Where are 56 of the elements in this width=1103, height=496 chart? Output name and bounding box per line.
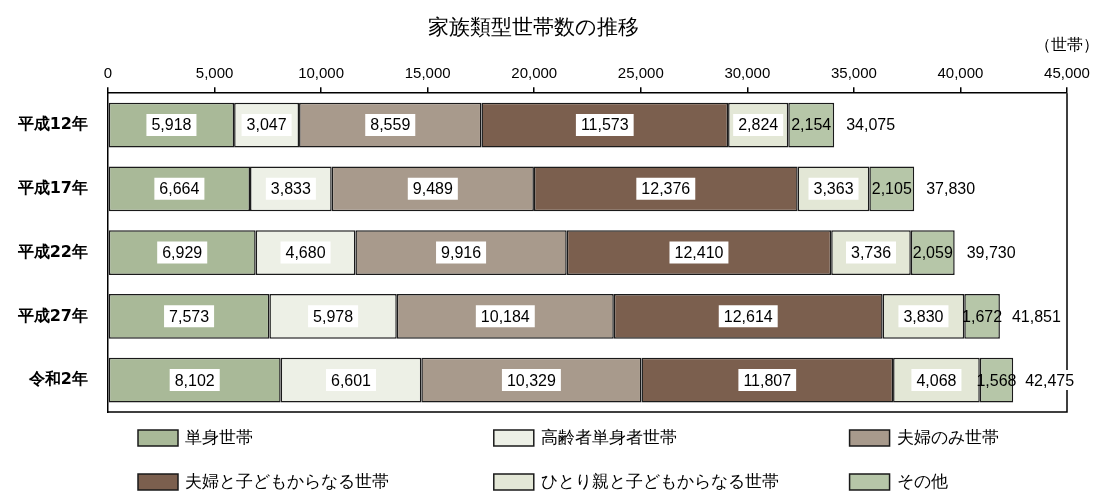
y-tick-label: 平成27年 [16,305,88,325]
data-label: 3,363 [813,180,854,198]
x-tick-label: 40,000 [937,64,984,82]
data-label: 9,489 [412,180,453,198]
x-tick-label: 35,000 [830,64,877,82]
data-label: 7,573 [169,307,210,325]
x-tick-label: 45,000 [1044,64,1090,82]
total-label: 34,075 [846,116,896,134]
x-tick-label: 20,000 [511,64,558,82]
legend-label: 高齢者単身者世帯 [540,427,677,448]
data-label: 5,918 [151,116,192,134]
data-label: 9,916 [441,244,482,262]
data-label: 5,978 [313,307,354,325]
y-tick-label: 平成22年 [16,241,88,261]
y-tick-label: 平成17年 [16,178,88,197]
data-label: 12,410 [674,244,724,262]
data-label: 12,614 [723,307,773,325]
legend-label: その他 [896,471,948,492]
data-label: 2,059 [912,244,953,262]
x-tick-label: 0 [103,64,113,82]
x-tick-label: 10,000 [298,64,345,82]
y-tick-label: 平成12年 [16,114,88,134]
data-label: 11,573 [580,116,629,134]
legend-label: 単身世帯 [185,427,253,448]
total-label: 39,730 [966,244,1016,262]
data-label: 4,680 [285,244,326,262]
data-label: 8,102 [174,371,215,389]
total-label: 41,851 [1011,307,1061,325]
x-axis-title: （世帯） [1035,35,1099,55]
total-label: 37,830 [926,180,976,198]
data-label: 3,830 [903,307,944,325]
x-tick-label: 15,000 [404,64,451,82]
x-tick-label: 5,000 [195,64,234,82]
data-label: 6,664 [159,180,200,198]
data-label: 6,929 [162,244,203,262]
legend-label: ひとり親と子どもからなる世帯 [540,471,779,492]
x-tick-label: 30,000 [724,64,771,82]
legend-label: 夫婦と子どもからなる世帯 [185,471,389,492]
chart-title: 家族類型世帯数の推移 [428,15,639,40]
total-label: 42,475 [1025,371,1075,389]
data-label: 6,601 [330,371,372,389]
x-tick-label: 25,000 [617,64,664,82]
data-label: 10,329 [506,371,556,389]
legend-label: 夫婦のみ世帯 [896,427,999,448]
data-label: 11,807 [743,371,792,389]
data-label: 4,068 [916,371,957,389]
data-label: 3,047 [246,116,287,134]
y-tick-label: 令和2年 [27,369,88,389]
data-label: 2,105 [871,180,912,198]
data-label: 3,736 [850,244,892,262]
data-label: 12,376 [641,180,691,198]
data-label: 8,559 [370,116,411,134]
data-label: 10,184 [480,307,530,325]
data-label: 3,833 [270,180,311,198]
data-label: 2,824 [738,116,779,134]
data-label: 2,154 [791,116,832,134]
